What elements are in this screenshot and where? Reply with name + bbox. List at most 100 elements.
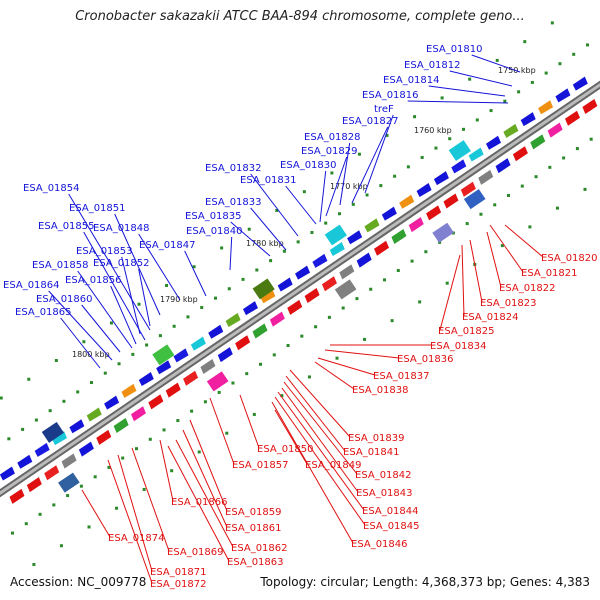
forward-gene[interactable] (381, 206, 397, 221)
forward-gene[interactable] (503, 123, 519, 138)
forward-gene-label[interactable]: ESA_01864 (3, 280, 60, 291)
reverse-gene-label[interactable]: ESA_01838 (352, 385, 409, 396)
reverse-gene[interactable] (304, 288, 320, 304)
reverse-gene-label[interactable]: ESA_01820 (541, 253, 598, 264)
reverse-gene-label[interactable]: ESA_01863 (227, 557, 284, 568)
forward-gene[interactable] (260, 289, 276, 304)
forward-gene-label[interactable]: ESA_01855 (38, 221, 95, 232)
forward-gene-label[interactable]: ESA_01832 (205, 163, 262, 174)
reverse-gene[interactable] (460, 181, 476, 197)
reverse-gene[interactable] (217, 347, 233, 363)
forward-gene[interactable] (312, 253, 328, 268)
forward-gene[interactable] (347, 230, 363, 245)
forward-gene[interactable] (0, 466, 15, 481)
reverse-gene[interactable] (321, 276, 337, 292)
gene-block[interactable] (463, 189, 486, 210)
gene-block[interactable] (448, 140, 471, 162)
forward-gene[interactable] (173, 348, 189, 363)
reverse-gene[interactable] (9, 488, 25, 504)
reverse-gene-label[interactable]: ESA_01866 (171, 497, 228, 508)
forward-gene-label[interactable]: ESA_01814 (383, 75, 440, 86)
reverse-gene[interactable] (148, 394, 164, 410)
reverse-gene[interactable] (426, 205, 442, 221)
reverse-gene[interactable] (113, 418, 129, 434)
gene-block[interactable] (58, 472, 80, 493)
forward-gene[interactable] (104, 395, 120, 410)
gene-block[interactable] (432, 222, 454, 243)
forward-gene[interactable] (468, 147, 484, 162)
reverse-gene[interactable] (391, 228, 407, 244)
forward-gene[interactable] (242, 301, 258, 316)
forward-gene-label[interactable]: ESA_01816 (362, 90, 419, 101)
reverse-gene[interactable] (582, 98, 598, 114)
reverse-gene[interactable] (512, 146, 528, 162)
reverse-gene[interactable] (495, 158, 511, 174)
forward-gene[interactable] (190, 336, 206, 351)
reverse-gene-label[interactable]: ESA_01823 (480, 298, 537, 309)
reverse-gene[interactable] (96, 429, 112, 445)
reverse-gene-label[interactable]: ESA_01850 (257, 444, 314, 455)
reverse-gene[interactable] (235, 335, 251, 351)
forward-gene[interactable] (399, 194, 415, 209)
reverse-gene[interactable] (44, 465, 60, 481)
forward-gene[interactable] (433, 171, 449, 186)
gene-block[interactable] (152, 344, 175, 366)
reverse-gene-label[interactable]: ESA_01874 (108, 533, 165, 544)
forward-gene-label[interactable]: ESA_01831 (240, 175, 297, 186)
reverse-gene[interactable] (269, 311, 285, 327)
forward-gene[interactable] (572, 76, 588, 91)
forward-gene-label[interactable]: ESA_01812 (404, 60, 461, 71)
reverse-gene-label[interactable]: ESA_01821 (521, 268, 578, 279)
reverse-gene[interactable] (287, 299, 303, 315)
reverse-gene-label[interactable]: ESA_01822 (499, 283, 556, 294)
forward-gene[interactable] (156, 360, 172, 375)
reverse-gene-label[interactable]: ESA_01841 (343, 447, 400, 458)
gene-block[interactable] (334, 279, 357, 300)
forward-gene[interactable] (329, 242, 345, 257)
reverse-gene[interactable] (408, 217, 424, 233)
forward-gene-label[interactable]: ESA_01848 (93, 223, 150, 234)
forward-gene[interactable] (538, 100, 554, 115)
forward-gene-label[interactable]: ESA_01833 (205, 197, 262, 208)
reverse-gene-label[interactable]: ESA_01859 (225, 507, 282, 518)
reverse-gene-label[interactable]: ESA_01844 (362, 506, 419, 517)
reverse-gene-label[interactable]: ESA_01846 (351, 539, 408, 550)
forward-gene[interactable] (277, 277, 293, 292)
gene-block[interactable] (252, 278, 275, 300)
reverse-gene[interactable] (443, 193, 459, 209)
reverse-gene[interactable] (78, 441, 94, 457)
forward-gene-label[interactable]: ESA_01840 (186, 226, 243, 237)
forward-gene[interactable] (69, 419, 85, 434)
forward-gene[interactable] (52, 431, 68, 446)
forward-gene-label[interactable]: ESA_01810 (426, 44, 483, 55)
reverse-gene[interactable] (183, 370, 199, 386)
reverse-gene-label[interactable]: ESA_01861 (225, 523, 282, 534)
forward-gene-label[interactable]: ESA_01852 (93, 258, 150, 269)
forward-gene[interactable] (295, 265, 311, 280)
reverse-gene-label[interactable]: ESA_01869 (167, 547, 224, 558)
reverse-gene[interactable] (252, 323, 268, 339)
forward-gene-label[interactable]: ESA_01829 (301, 146, 358, 157)
forward-gene[interactable] (138, 372, 154, 387)
forward-gene-label[interactable]: treF (374, 104, 394, 115)
reverse-gene[interactable] (564, 110, 580, 126)
reverse-gene[interactable] (26, 477, 42, 493)
forward-gene[interactable] (416, 182, 432, 197)
forward-gene[interactable] (86, 407, 102, 422)
forward-gene-label[interactable]: ESA_01865 (15, 307, 72, 318)
reverse-gene-label[interactable]: ESA_01845 (363, 521, 420, 532)
reverse-gene-label[interactable]: ESA_01824 (462, 312, 519, 323)
reverse-gene[interactable] (530, 134, 546, 150)
forward-gene-label[interactable]: ESA_01860 (36, 294, 93, 305)
reverse-gene-label[interactable]: ESA_01825 (438, 326, 495, 337)
reverse-gene-label[interactable]: ESA_01849 (305, 460, 362, 471)
forward-gene-label[interactable]: ESA_01830 (280, 160, 337, 171)
reverse-gene-label[interactable]: ESA_01842 (355, 470, 412, 481)
forward-gene-label[interactable]: ESA_01835 (185, 211, 242, 222)
reverse-gene-label[interactable]: ESA_01862 (231, 543, 288, 554)
forward-gene[interactable] (208, 324, 224, 339)
forward-gene[interactable] (17, 454, 33, 469)
forward-gene-label[interactable]: ESA_01828 (304, 132, 361, 143)
reverse-gene[interactable] (356, 252, 372, 268)
gene-block[interactable] (41, 421, 64, 443)
